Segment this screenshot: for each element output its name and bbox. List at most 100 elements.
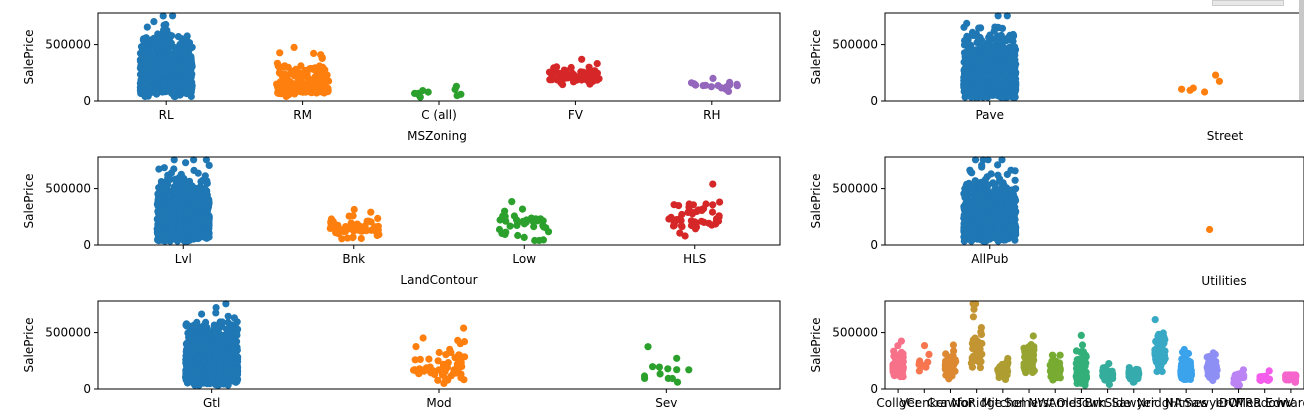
- data-point: [374, 222, 382, 230]
- data-point: [154, 202, 162, 210]
- strip-Lvl: [153, 156, 213, 245]
- x-tick-label: Bnk: [342, 252, 365, 266]
- utilities-points: [960, 156, 1214, 245]
- data-point: [194, 169, 202, 177]
- data-point: [205, 161, 213, 169]
- data-point: [1005, 60, 1013, 68]
- data-point: [177, 61, 185, 69]
- data-point: [1201, 88, 1209, 96]
- data-point: [349, 212, 357, 220]
- data-point: [998, 81, 1006, 89]
- data-point: [162, 206, 170, 214]
- data-point: [971, 52, 979, 60]
- data-point: [308, 65, 316, 73]
- y-tick-label: 500000: [832, 38, 878, 52]
- data-point: [502, 217, 510, 225]
- data-point: [553, 76, 561, 84]
- data-point: [273, 80, 281, 88]
- data-point: [998, 156, 1006, 164]
- data-point: [453, 92, 461, 100]
- data-point: [168, 89, 176, 98]
- data-point: [180, 69, 188, 77]
- data-point: [184, 209, 193, 217]
- data-point: [191, 223, 199, 231]
- data-point: [989, 64, 997, 72]
- data-point: [593, 60, 601, 68]
- data-point: [171, 187, 180, 195]
- data-point: [961, 83, 969, 91]
- data-point: [419, 87, 427, 95]
- data-point: [159, 12, 167, 20]
- data-point: [195, 185, 203, 193]
- data-point: [518, 205, 527, 213]
- data-point: [186, 77, 194, 85]
- data-point: [514, 231, 522, 240]
- x-tick-label: C (all): [421, 108, 457, 122]
- data-point: [983, 84, 992, 93]
- data-point: [141, 46, 149, 54]
- data-point: [702, 81, 710, 89]
- data-point: [136, 64, 144, 72]
- data-point: [312, 74, 320, 82]
- y-tick-label: 500000: [45, 182, 91, 196]
- data-point: [978, 87, 986, 95]
- y-tick-label: 0: [870, 94, 878, 108]
- data-point: [154, 38, 163, 46]
- data-point: [994, 12, 1002, 20]
- data-point: [359, 227, 367, 235]
- data-point: [1011, 93, 1019, 101]
- data-point: [585, 72, 594, 80]
- data-point: [167, 39, 175, 47]
- data-point: [982, 72, 990, 80]
- data-point: [274, 89, 282, 97]
- data-point: [279, 81, 287, 89]
- data-point: [165, 198, 173, 206]
- data-point: [276, 49, 284, 57]
- data-point: [501, 207, 509, 215]
- data-point: [146, 76, 154, 84]
- data-point: [168, 32, 176, 40]
- data-point: [321, 74, 329, 82]
- y-tick-label: 500000: [45, 38, 91, 52]
- data-point: [338, 235, 346, 243]
- data-point: [990, 27, 998, 35]
- data-point: [191, 213, 200, 221]
- data-point: [520, 233, 528, 241]
- data-point: [513, 221, 521, 229]
- data-point: [357, 234, 365, 243]
- data-point: [183, 223, 191, 231]
- data-point: [424, 88, 432, 96]
- data-point: [965, 49, 973, 57]
- y-axis-label: SalePrice: [22, 174, 36, 229]
- data-point: [202, 156, 210, 164]
- data-point: [304, 74, 312, 82]
- data-point: [975, 75, 983, 83]
- data-point: [182, 159, 190, 167]
- data-point: [1010, 57, 1018, 65]
- data-point: [1003, 170, 1011, 178]
- data-point: [169, 12, 177, 20]
- data-point: [367, 226, 375, 234]
- data-point: [155, 165, 163, 173]
- data-point: [708, 208, 717, 216]
- data-point: [166, 210, 174, 219]
- data-point: [993, 36, 1001, 44]
- data-point: [297, 62, 305, 70]
- x-tick-label: FV: [568, 108, 584, 122]
- data-point: [1010, 32, 1018, 40]
- data-point: [964, 90, 972, 98]
- data-point: [1215, 77, 1223, 85]
- x-tick-label: RL: [159, 108, 174, 122]
- data-point: [577, 68, 585, 76]
- data-point: [144, 36, 152, 44]
- data-point: [188, 43, 196, 51]
- data-point: [544, 228, 553, 236]
- data-point: [567, 63, 575, 72]
- strip-RL: [136, 12, 196, 101]
- data-point: [198, 231, 207, 239]
- data-point: [154, 190, 162, 198]
- data-point: [183, 32, 191, 40]
- data-point: [702, 200, 710, 208]
